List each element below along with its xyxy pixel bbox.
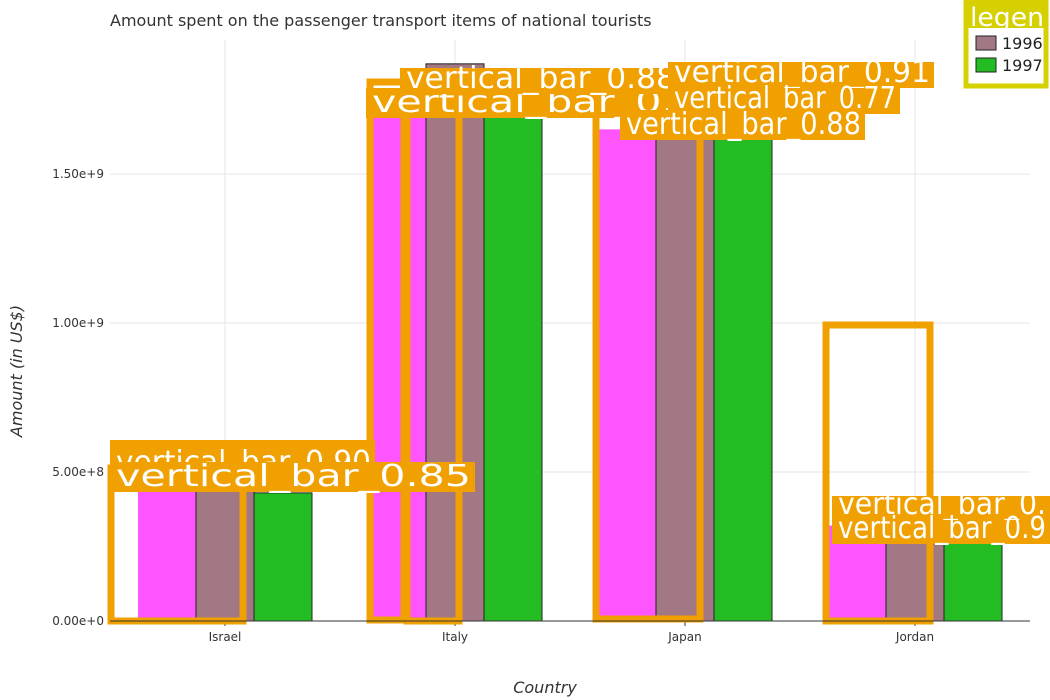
legend-label: 1997 [1002,56,1043,75]
y-tick-label: 1.00e+9 [52,316,104,330]
annotation-label: vertical_bar_0.88 [400,61,680,96]
legend-label: 1996 [1002,34,1043,53]
chart-title: Amount spent on the passenger transport … [110,11,652,30]
legend-swatch [975,57,997,73]
annotation-bg [400,68,680,94]
legend-title: legen [970,3,1044,33]
annotation-text: vertical_bar_0.85 [116,459,471,494]
legend-swatch [975,35,997,51]
bar-extra [138,475,196,621]
annotation-label: vertical_bar_0.85 [110,459,475,494]
annotation-bg [668,62,934,88]
annotation-bg [110,462,475,492]
annotation-text: vertical_bar_0.88 [626,107,861,142]
annotation-label: vertical_bar_0.77 [668,81,900,116]
annotation-label: vertical_bar_0.91 [668,55,934,90]
x-ticks: Israel Italy Japan Jordan [209,621,934,644]
bar-1997-Jordan [943,534,1003,622]
y-tick-label: 5.00e+8 [52,465,104,479]
annotation-text: vertical_bar_0.9 [838,511,1046,546]
bar-extra [598,129,656,621]
bar-1997-Japan [713,134,773,622]
x-tick-label: Japan [667,630,701,644]
annotation-text: vertical_bar_0.88 [406,61,676,96]
x-tick-label: Israel [209,630,242,644]
annotation-bg [620,110,865,140]
annotation-bg [832,520,1050,544]
y-ticks: 0.00e+0 5.00e+8 1.00e+9 1.50e+9 [52,167,104,628]
y-tick-label: 1.50e+9 [52,167,104,181]
annotation-label: vertical_bar_0. [832,487,1050,522]
y-tick-label: 0.00e+0 [52,614,104,628]
annotation-label: vertical_bar_0.88 [620,107,865,142]
bar-1996-Italy [425,63,485,622]
bar-1996-Jordan [885,536,945,622]
x-tick-label: Italy [442,630,468,644]
annotation-bg [832,496,1050,520]
legend-title-bg [966,2,1046,28]
bar-1997-Israel [253,492,313,622]
y-axis-label: Amount (in US$) [7,305,26,438]
annotation-bg [668,88,900,114]
bar-1996-Japan [655,122,715,622]
bar-extra [368,117,426,621]
annotations: vertical_bar_0.90vertical_bar_0.85vertic… [107,55,1050,625]
x-tick-label: Jordan [895,630,934,644]
x-axis-label: Country [513,678,577,697]
bar-1997-Italy [483,116,543,622]
annotation-label: vertical_bar_0.9 [832,511,1050,546]
annotation-text: vertical_bar_0. [838,487,1046,522]
annotation-text: vertical_bar_0.91 [674,55,930,90]
